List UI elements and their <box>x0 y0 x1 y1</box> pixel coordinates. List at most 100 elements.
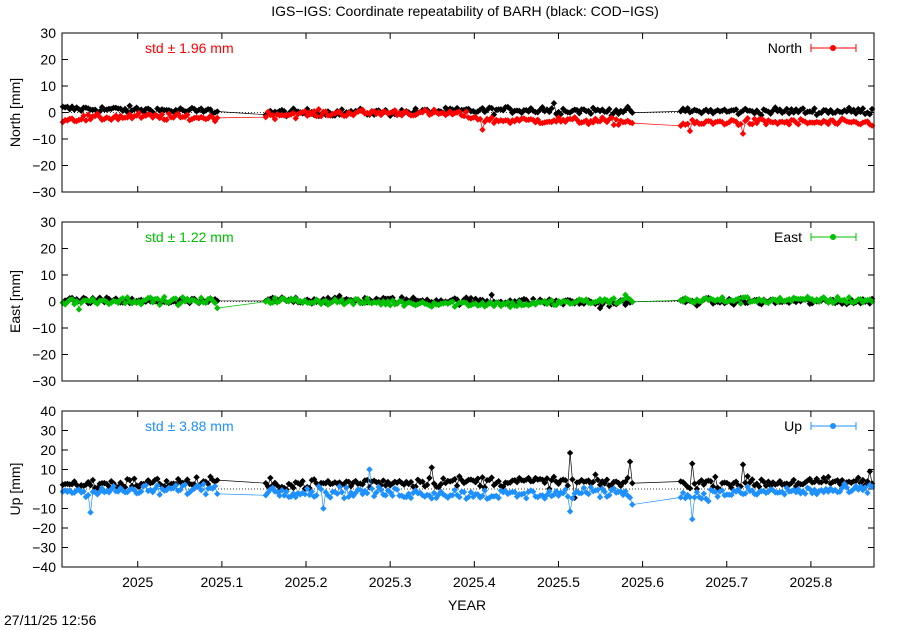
data-point <box>350 111 357 119</box>
y-tick-label: 40 <box>40 403 56 419</box>
data-point <box>513 493 521 500</box>
data-point <box>126 102 133 109</box>
data-point <box>624 474 631 482</box>
data-point <box>174 487 182 494</box>
data-point <box>509 117 516 124</box>
data-point <box>730 297 737 305</box>
data-point <box>684 483 691 491</box>
data-point <box>751 482 758 489</box>
data-point <box>546 108 553 116</box>
timestamp: 27/11/25 12:56 <box>4 612 97 628</box>
data-point <box>693 118 701 125</box>
data-point <box>679 105 687 112</box>
data-point <box>603 476 611 483</box>
data-point <box>479 474 486 481</box>
data-point <box>834 120 841 128</box>
legend-label: North <box>768 40 802 56</box>
data-point <box>338 296 346 304</box>
data-point <box>126 111 133 118</box>
data-point <box>818 479 825 486</box>
data-point <box>327 494 334 501</box>
data-point <box>742 105 749 112</box>
data-point <box>622 106 629 113</box>
data-point <box>428 110 435 118</box>
data-point <box>555 108 562 116</box>
data-point <box>852 118 860 126</box>
data-point <box>98 104 106 111</box>
data-point <box>852 110 860 117</box>
data-point <box>622 488 629 495</box>
data-point <box>728 491 735 499</box>
data-point <box>479 126 486 133</box>
y-tick-label: −40 <box>32 559 56 575</box>
data-point <box>606 105 613 113</box>
data-point <box>177 300 184 307</box>
data-point <box>340 494 348 502</box>
data-point <box>841 107 848 114</box>
data-point <box>714 493 721 500</box>
data-point <box>343 484 350 491</box>
data-point <box>368 485 375 492</box>
data-point <box>299 477 306 485</box>
data-point <box>841 480 848 488</box>
data-point <box>564 493 571 500</box>
data-point <box>859 476 867 484</box>
data-point <box>71 300 78 308</box>
data-point <box>783 480 790 487</box>
legend-north: North <box>768 40 857 56</box>
data-point <box>765 108 772 115</box>
data-point <box>578 489 585 497</box>
data-point <box>765 488 772 495</box>
data-point <box>91 106 99 113</box>
data-point <box>202 491 209 498</box>
data-point <box>822 478 830 485</box>
data-point <box>716 297 724 304</box>
y-tick-label: −30 <box>32 184 56 200</box>
data-point <box>725 119 733 126</box>
data-point <box>336 108 343 116</box>
data-point <box>80 488 87 495</box>
data-point <box>292 115 299 122</box>
data-point <box>712 488 719 495</box>
data-point <box>760 478 767 485</box>
data-point <box>553 488 560 495</box>
data-point <box>732 478 740 485</box>
data-point <box>682 294 689 302</box>
data-point <box>548 492 555 500</box>
data-point <box>495 494 502 502</box>
data-point <box>852 477 860 485</box>
data-point <box>719 294 726 301</box>
data-point <box>742 479 749 486</box>
data-point <box>407 478 415 486</box>
data-point <box>818 295 825 302</box>
data-point <box>361 299 369 307</box>
y-tick-label: 20 <box>40 52 56 68</box>
data-point <box>511 118 518 125</box>
data-point <box>310 108 318 115</box>
panel-east: 30 20 10 0 −10 −20 −30 East [mm] std ± 1.22 mm Ea… <box>7 214 876 389</box>
data-point <box>834 107 841 114</box>
data-point <box>64 103 71 111</box>
data-point <box>624 103 631 111</box>
data-point <box>843 484 850 491</box>
data-point <box>398 298 405 305</box>
data-point <box>580 106 588 113</box>
data-point <box>539 476 546 483</box>
x-tick-label: 2025 <box>122 574 153 590</box>
data-point <box>758 476 765 483</box>
data-point <box>603 493 611 500</box>
data-point <box>815 298 823 306</box>
data-point <box>451 475 458 483</box>
data-point <box>513 302 521 310</box>
data-point <box>151 111 159 119</box>
data-point <box>308 488 316 495</box>
data-point <box>520 490 528 497</box>
data-point <box>520 477 528 484</box>
data-point <box>59 118 67 126</box>
data-point <box>64 488 71 496</box>
data-point <box>338 111 346 118</box>
data-point <box>557 110 565 118</box>
series-line <box>62 469 873 520</box>
data-point <box>760 106 767 113</box>
data-point <box>852 483 860 490</box>
